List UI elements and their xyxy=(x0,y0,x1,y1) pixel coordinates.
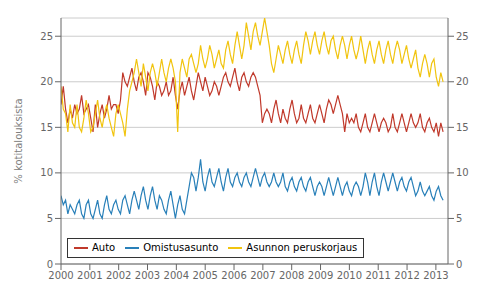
html-text:Auto: Auto xyxy=(92,242,116,253)
svg-text:2003: 2003 xyxy=(135,270,160,281)
svg-text:2007: 2007 xyxy=(250,270,275,281)
svg-text:% kotitalouksista: % kotitalouksista xyxy=(13,98,24,183)
svg-text:2002: 2002 xyxy=(106,270,131,281)
html-text:Asunnon peruskorjaus: Asunnon peruskorjaus xyxy=(246,242,358,253)
svg-text:5: 5 xyxy=(456,213,462,224)
svg-text:2009: 2009 xyxy=(308,270,333,281)
html-text:Omistusasunto: Omistusasunto xyxy=(143,242,219,253)
svg-text:0: 0 xyxy=(47,259,53,270)
svg-text:2008: 2008 xyxy=(279,270,304,281)
svg-text:2005: 2005 xyxy=(192,270,217,281)
svg-text:2000: 2000 xyxy=(48,270,73,281)
svg-text:2006: 2006 xyxy=(221,270,246,281)
svg-text:5: 5 xyxy=(47,213,53,224)
svg-text:15: 15 xyxy=(456,122,469,133)
svg-text:10: 10 xyxy=(456,167,469,178)
svg-text:2004: 2004 xyxy=(164,270,189,281)
svg-text:25: 25 xyxy=(456,31,469,42)
svg-text:2001: 2001 xyxy=(77,270,102,281)
svg-text:15: 15 xyxy=(40,122,53,133)
svg-text:20: 20 xyxy=(456,76,469,87)
svg-text:2013: 2013 xyxy=(423,270,448,281)
svg-text:2012: 2012 xyxy=(394,270,419,281)
svg-text:25: 25 xyxy=(40,31,53,42)
svg-text:0: 0 xyxy=(456,259,462,270)
svg-text:20: 20 xyxy=(40,76,53,87)
svg-text:2011: 2011 xyxy=(365,270,390,281)
svg-text:10: 10 xyxy=(40,167,53,178)
svg-text:2010: 2010 xyxy=(337,270,362,281)
